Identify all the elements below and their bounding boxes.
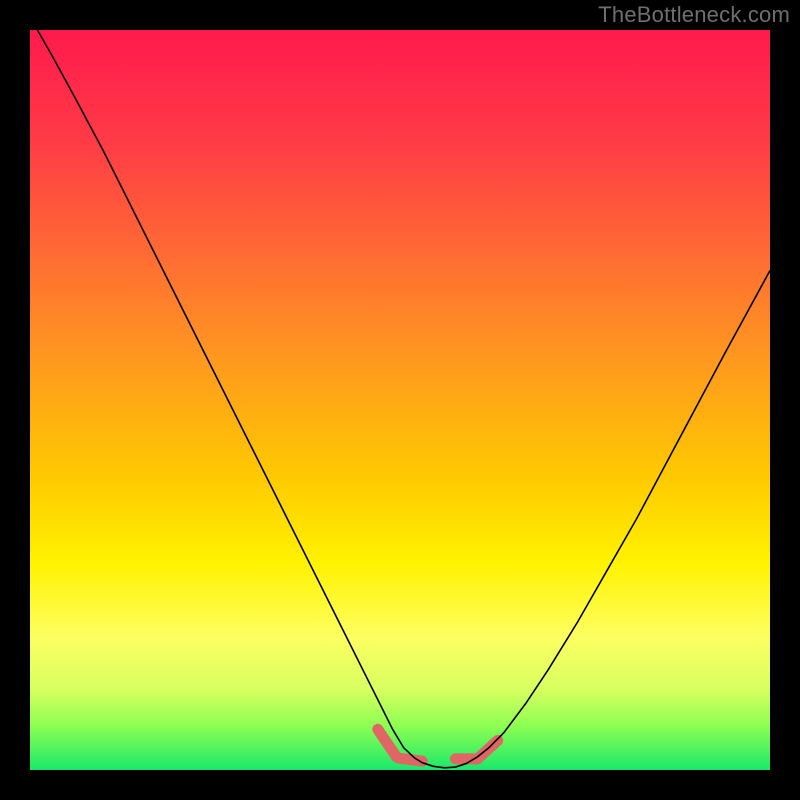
watermark-text: TheBottleneck.com xyxy=(598,2,790,28)
plot-background xyxy=(30,30,770,770)
bottleneck-chart xyxy=(0,0,800,800)
